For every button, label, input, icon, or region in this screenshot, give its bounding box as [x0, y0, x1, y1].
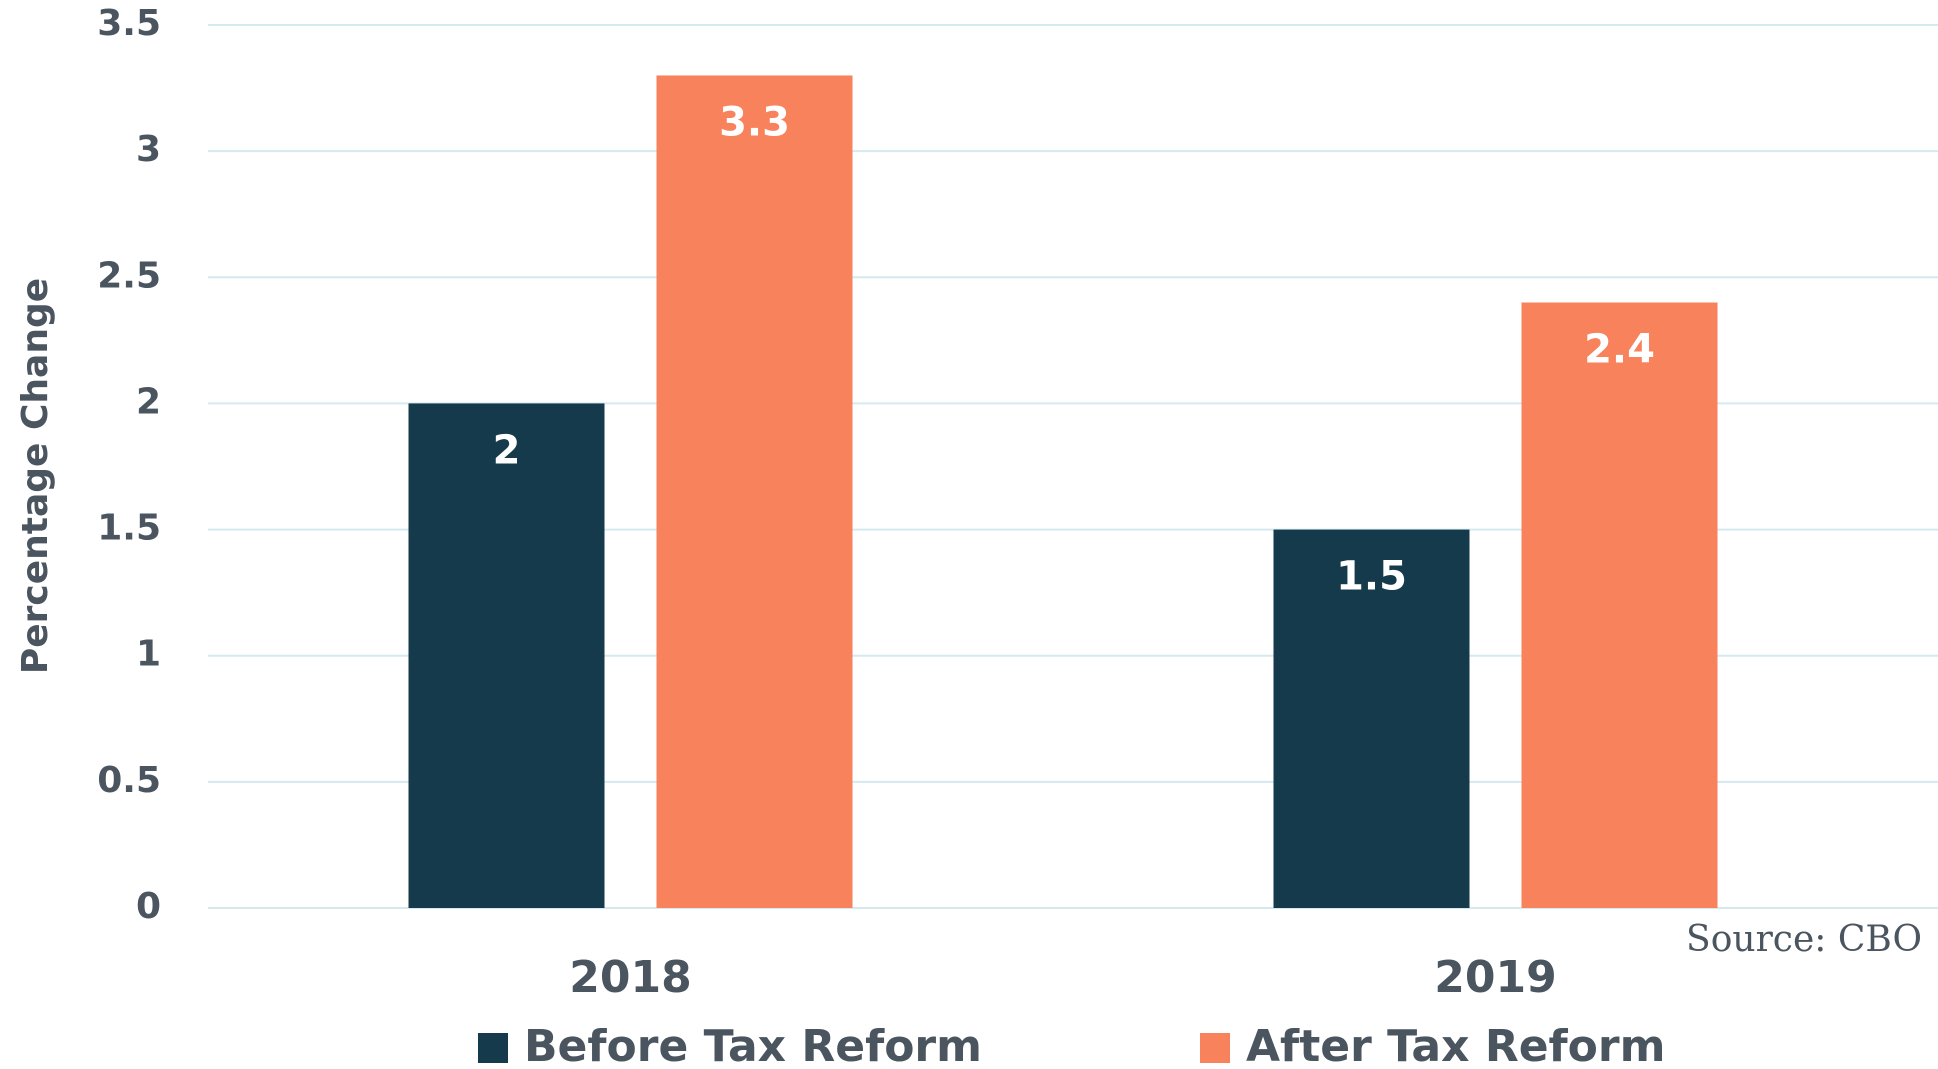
x-tick-label: 2018 — [569, 952, 691, 1003]
y-tick-label: 1 — [136, 634, 161, 675]
bar — [1273, 529, 1470, 908]
value-label: 1.5 — [1336, 554, 1407, 600]
bar — [1521, 302, 1718, 908]
x-tick-label: 2019 — [1434, 952, 1556, 1003]
value-label: 2 — [493, 427, 521, 473]
bar — [656, 75, 853, 908]
y-tick-label: 2 — [136, 381, 161, 422]
y-tick-label: 3.5 — [97, 3, 161, 44]
y-tick-label: 3 — [136, 129, 161, 170]
y-tick-label: 1.5 — [97, 508, 161, 549]
legend-label: Before Tax Reform — [524, 1021, 982, 1069]
y-tick-label: 0.5 — [97, 760, 161, 801]
y-tick-label: 2.5 — [97, 255, 161, 296]
bar — [408, 403, 605, 908]
value-label: 2.4 — [1584, 327, 1655, 373]
legend-swatch — [1200, 1033, 1230, 1063]
y-axis-title: Percentage Change — [15, 278, 56, 674]
y-tick-label: 0 — [136, 886, 161, 927]
source-note: Source: CBO — [1686, 919, 1922, 960]
legend-label: After Tax Reform — [1246, 1021, 1665, 1069]
value-label: 3.3 — [719, 99, 790, 145]
legend-swatch — [478, 1033, 508, 1063]
